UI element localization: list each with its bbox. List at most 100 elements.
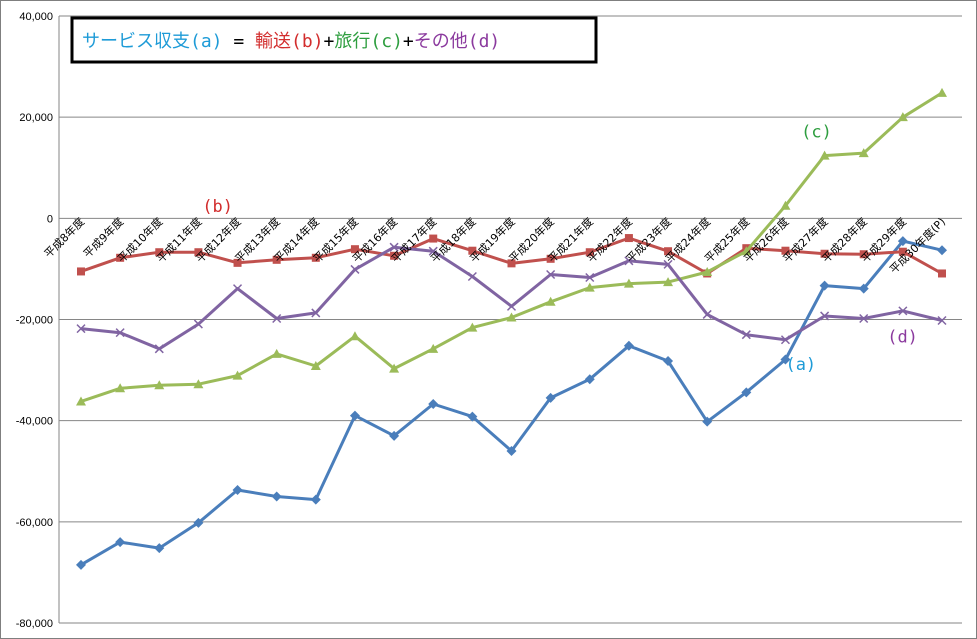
data-point-c xyxy=(389,363,400,373)
data-point-a xyxy=(310,494,321,505)
marker-stroke xyxy=(741,330,751,340)
data-point-c xyxy=(310,361,321,371)
title-part: 旅行(c) xyxy=(334,31,403,52)
data-point-b xyxy=(272,255,281,264)
data-point-b xyxy=(781,246,790,255)
series-label-b: (b) xyxy=(202,197,233,217)
data-point-b xyxy=(546,254,555,263)
data-point-b xyxy=(311,253,320,262)
data-point-d xyxy=(624,256,634,266)
data-point-c xyxy=(623,278,634,288)
data-point-d xyxy=(389,242,399,252)
data-point-b xyxy=(233,258,242,267)
data-point-b xyxy=(859,250,868,259)
data-point-c xyxy=(506,312,517,322)
data-point-c xyxy=(232,370,243,380)
marker-stroke xyxy=(702,309,712,319)
marker-stroke xyxy=(663,259,673,269)
data-point-d xyxy=(741,330,751,340)
data-point-d xyxy=(193,319,203,329)
series-group xyxy=(76,87,947,570)
series-label-d: (d) xyxy=(887,327,918,347)
data-point-a xyxy=(663,355,674,366)
data-point-b xyxy=(350,245,359,254)
y-tick-label: -60,000 xyxy=(16,517,53,529)
data-point-c xyxy=(663,277,674,287)
data-point-a xyxy=(467,411,478,422)
data-point-c xyxy=(115,383,126,393)
data-point-b xyxy=(664,247,673,256)
data-point-d xyxy=(506,301,517,311)
data-point-d xyxy=(546,269,556,280)
data-point-c xyxy=(858,148,869,158)
data-point-c xyxy=(741,246,752,256)
data-point-c xyxy=(154,380,165,390)
data-point-c xyxy=(702,266,713,276)
data-point-a xyxy=(428,398,439,409)
data-point-d xyxy=(937,315,947,326)
y-tick-label: 0 xyxy=(47,213,53,225)
data-point-c xyxy=(349,331,360,341)
data-point-d xyxy=(154,344,164,354)
series-label-c: (c) xyxy=(801,122,832,142)
data-point-d xyxy=(702,309,712,319)
data-point-c xyxy=(897,112,908,122)
data-point-a xyxy=(897,236,908,247)
data-point-a xyxy=(702,416,713,427)
data-point-a xyxy=(115,537,126,548)
data-point-b xyxy=(507,259,516,268)
title-box: サービス収支(a) = 輸送(b)+旅行(c)+その他(d) xyxy=(70,16,598,64)
y-tick-label: -40,000 xyxy=(16,416,53,428)
marker-stroke xyxy=(428,246,438,256)
data-point-a xyxy=(154,543,165,554)
series-label-a: (a) xyxy=(785,355,816,375)
marker-stroke xyxy=(585,272,595,283)
data-point-a xyxy=(584,374,595,385)
data-point-b xyxy=(820,249,829,258)
data-point-b xyxy=(938,269,946,278)
data-point-d xyxy=(898,306,908,316)
marker-stroke xyxy=(350,264,360,274)
data-point-a xyxy=(76,559,86,570)
marker-stroke xyxy=(115,328,125,338)
data-point-a xyxy=(545,392,556,403)
chart-title: サービス収支(a) = 輸送(b)+旅行(c)+その他(d) xyxy=(82,31,500,52)
data-point-a xyxy=(741,387,752,398)
marker-stroke xyxy=(467,271,477,282)
title-part: + xyxy=(324,31,335,52)
data-point-c xyxy=(780,200,791,210)
data-point-d xyxy=(663,259,673,269)
marker-stroke xyxy=(154,344,164,354)
data-point-b xyxy=(194,248,203,257)
marker-stroke xyxy=(233,284,243,294)
data-point-d xyxy=(76,324,86,334)
grid xyxy=(59,15,962,624)
data-point-b xyxy=(585,248,594,257)
marker-stroke xyxy=(624,256,634,266)
title-part: = xyxy=(223,31,256,52)
data-point-c xyxy=(271,348,282,358)
data-point-a xyxy=(232,484,243,495)
data-point-a xyxy=(780,354,791,365)
data-point-d xyxy=(428,246,438,256)
data-point-b xyxy=(468,246,477,255)
data-point-d xyxy=(350,264,360,274)
y-axis: 40,000 20,000 0 -20,000 -40,000 -60,000 -80,00… xyxy=(16,11,60,630)
title-part: + xyxy=(403,31,414,52)
marker-stroke xyxy=(193,319,203,329)
y-tick-label: -20,000 xyxy=(16,315,53,327)
marker-stroke xyxy=(546,269,556,280)
data-point-c xyxy=(937,87,947,97)
data-point-d xyxy=(272,313,282,324)
data-point-d xyxy=(859,313,869,324)
data-point-a xyxy=(271,491,282,502)
data-point-b xyxy=(77,267,85,276)
data-point-c xyxy=(428,343,439,353)
marker-stroke xyxy=(272,313,282,324)
data-point-a xyxy=(349,410,360,421)
marker-stroke xyxy=(937,315,947,326)
data-point-a xyxy=(858,283,869,294)
data-point-d xyxy=(233,284,243,294)
data-point-d xyxy=(585,272,595,283)
